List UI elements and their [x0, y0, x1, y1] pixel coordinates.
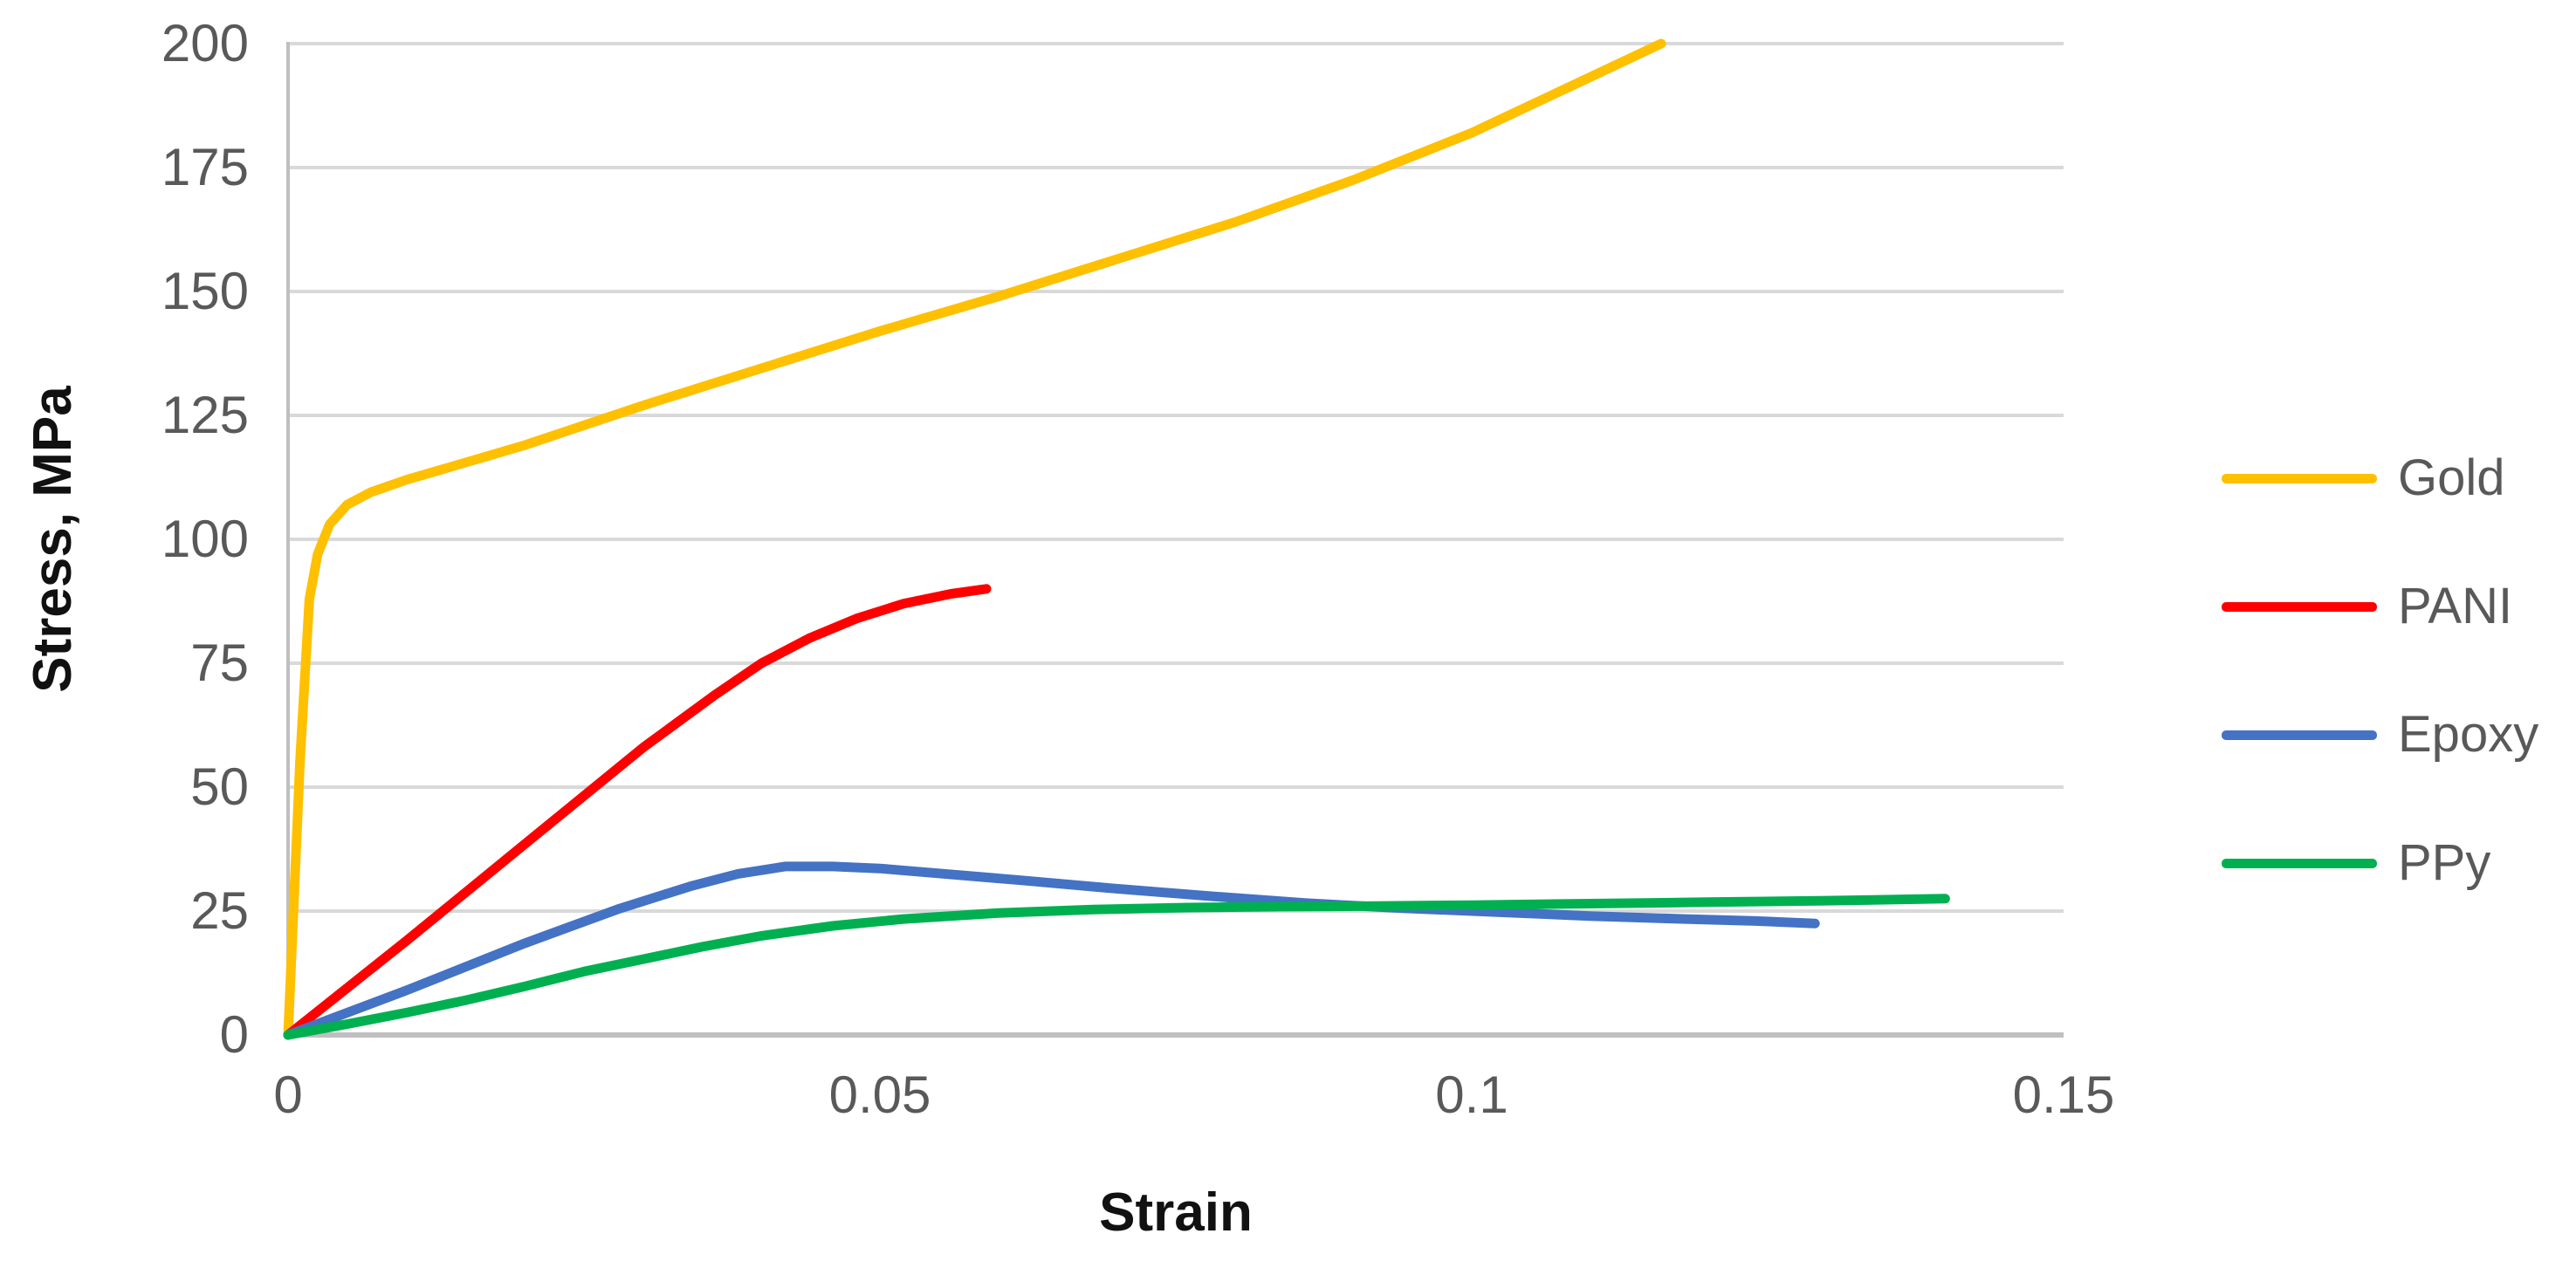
y-tick-label: 100 [161, 510, 249, 568]
legend-label: Gold [2398, 449, 2505, 506]
legend-item-gold: Gold [2222, 449, 2505, 508]
y-tick-label: 0 [219, 1005, 249, 1064]
y-tick-label: 125 [161, 386, 249, 444]
series-line-gold [283, 38, 1666, 1040]
x-tick-label: 0 [273, 1066, 303, 1124]
x-axis-title: Strain [1099, 1182, 1253, 1243]
legend-item-ppy: PPy [2222, 833, 2490, 893]
y-tick-label: 25 [190, 881, 249, 940]
legend-swatch-gold [2222, 473, 2377, 483]
series-line-pani [283, 584, 992, 1040]
x-tick-label: 0.15 [2012, 1066, 2115, 1124]
y-axis-title: Stress, MPa [23, 386, 83, 693]
series-line-ppy [283, 894, 1950, 1040]
legend-swatch-ppy [2222, 858, 2377, 868]
legend-label: PANI [2398, 578, 2513, 634]
x-tick-label: 0.05 [828, 1066, 931, 1124]
legend-label: Epoxy [2398, 706, 2539, 763]
y-tick-label: 200 [161, 14, 249, 72]
legend-item-pani: PANI [2222, 577, 2512, 636]
y-tick-label: 150 [161, 262, 249, 320]
series-line-epoxy [283, 861, 1820, 1040]
legend-label: PPy [2398, 834, 2491, 891]
legend-swatch-epoxy [2222, 730, 2377, 740]
legend-swatch-pani [2222, 601, 2377, 612]
x-tick-label: 0.1 [1435, 1066, 1508, 1124]
y-tick-label: 175 [161, 138, 249, 196]
y-tick-label: 75 [190, 634, 249, 692]
legend-item-epoxy: Epoxy [2222, 705, 2538, 764]
y-tick-label: 50 [190, 757, 249, 816]
